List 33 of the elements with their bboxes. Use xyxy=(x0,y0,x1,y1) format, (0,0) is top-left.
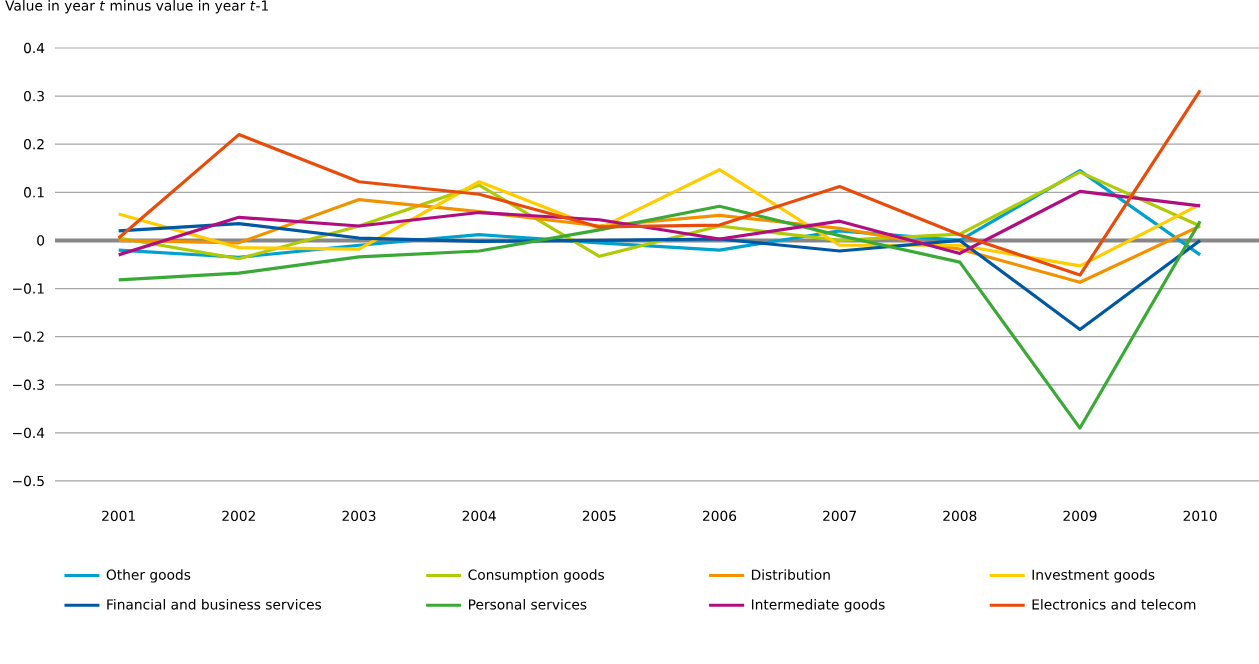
x-tick-label: 2007 xyxy=(823,510,856,522)
x-tick-label: 2005 xyxy=(582,510,616,522)
y-tick-label: 0.2 xyxy=(24,139,44,150)
legend-label: Intermediate goods xyxy=(751,598,885,613)
x-tick-label: 2010 xyxy=(1183,510,1217,522)
line-series xyxy=(117,88,1202,277)
x-tick-label: 2009 xyxy=(1063,510,1097,522)
legend-label: Personal services xyxy=(469,598,587,610)
x-tick-label: 2004 xyxy=(462,510,496,522)
y-tick-label: 0 xyxy=(37,235,45,246)
legend-label: Electronics and telecom xyxy=(1032,598,1196,610)
x-tick-label: 2008 xyxy=(943,510,977,522)
legend-label: Distribution xyxy=(751,569,830,580)
line-series xyxy=(117,189,1202,257)
line-series xyxy=(117,204,1202,430)
y-tick-label: −0.1 xyxy=(13,283,44,294)
x-tick-label: 2002 xyxy=(222,510,255,522)
y-tick-label: 0.4 xyxy=(24,42,45,54)
y-tick-label: −0.3 xyxy=(13,379,44,390)
x-tick-label: 2006 xyxy=(702,510,737,522)
y-tick-label: 0.1 xyxy=(24,187,44,198)
x-tick-label: 2001 xyxy=(102,510,135,522)
y-tick-label: −0.4 xyxy=(13,427,45,439)
legend-label: Other goods xyxy=(106,569,191,583)
y-tick-label: −0.5 xyxy=(13,475,44,487)
x-tick-label: 2003 xyxy=(342,510,376,522)
line-series xyxy=(117,222,1202,332)
y-tick-label: −0.2 xyxy=(13,331,44,342)
legend-label: Investment goods xyxy=(1032,569,1155,583)
legend-label: Financial and business services xyxy=(107,598,322,610)
y-tick-label: 0.3 xyxy=(24,90,44,102)
y-axis-title: Value in year t minus value in year t-1 xyxy=(5,0,268,14)
legend-label: Consumption goods xyxy=(468,569,605,583)
